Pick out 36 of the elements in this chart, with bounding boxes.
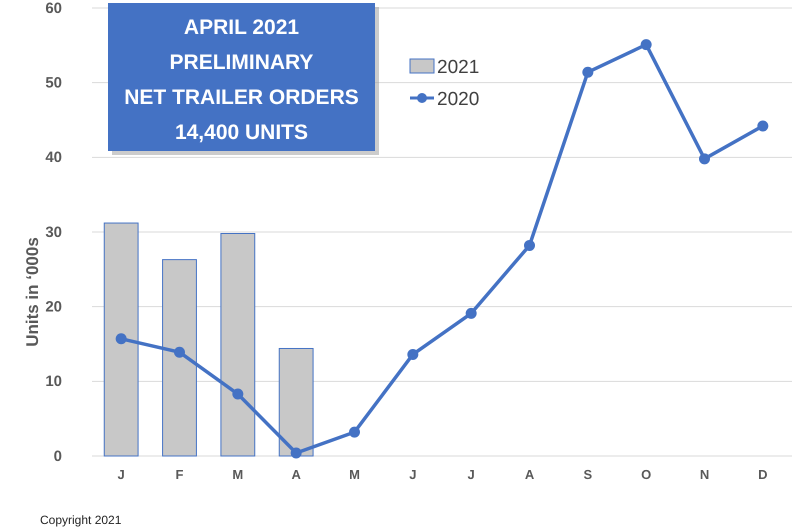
text: APRIL 2021 PRELIMINARY NET TRAILER ORDERS 14,400 UNITS <box>124 16 359 144</box>
point <box>407 348 418 360</box>
point <box>524 240 535 251</box>
point <box>290 448 302 458</box>
x-tick-label: M <box>232 467 244 482</box>
text: Copyright 2021 <box>40 513 122 527</box>
y-tick-label: 0 <box>54 448 62 465</box>
legend-label: 2021 <box>437 57 480 78</box>
y-axis-title: Units in ‘000s <box>23 237 42 347</box>
point <box>116 333 127 344</box>
y-tick-label: 30 <box>45 224 62 241</box>
y-tick-label: 20 <box>45 298 62 316</box>
x-tick-label: J <box>468 467 475 482</box>
x-tick-label: D <box>758 467 768 482</box>
x-tick-label: M <box>349 467 360 482</box>
x-tick-label: A <box>291 467 302 482</box>
point <box>757 120 768 132</box>
y-tick-label: 60 <box>45 0 62 17</box>
point <box>232 388 244 400</box>
point <box>699 153 710 164</box>
legend-label: 2020 <box>437 89 480 110</box>
y-tick-label: 10 <box>45 373 62 390</box>
x-tick-label: J <box>409 467 416 482</box>
x-tick-label: A <box>524 467 535 482</box>
x-tick-label: S <box>583 467 592 482</box>
x-tick-label: J <box>118 467 125 482</box>
point <box>466 308 477 319</box>
x-tick-label: F <box>176 467 184 482</box>
y-tick-label: 50 <box>45 74 62 92</box>
point <box>582 66 594 78</box>
x-tick-label: O <box>641 467 652 482</box>
point <box>349 426 360 438</box>
x-tick-label: N <box>700 467 710 482</box>
point <box>640 39 652 50</box>
y-tick-label: 40 <box>45 149 62 166</box>
point <box>174 346 185 358</box>
